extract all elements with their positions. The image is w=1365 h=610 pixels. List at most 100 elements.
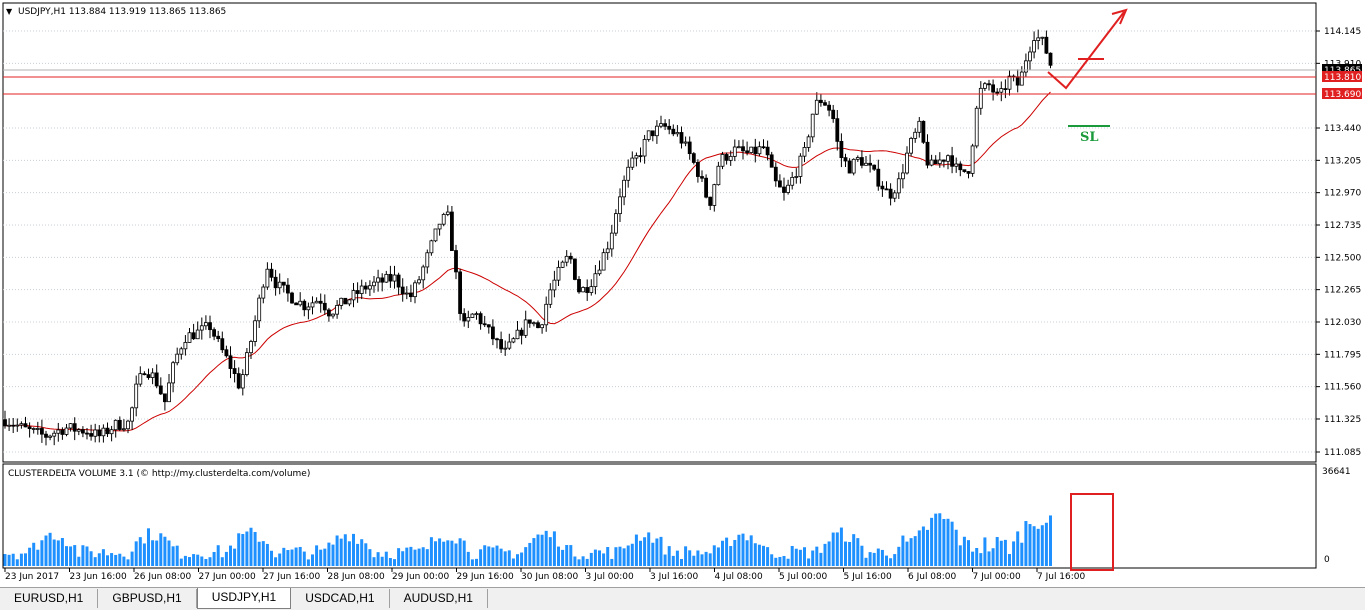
volume-bar bbox=[388, 557, 392, 566]
candle bbox=[1007, 70, 1012, 96]
volume-bar bbox=[991, 548, 995, 566]
volume-bar bbox=[987, 551, 991, 566]
volume-bar bbox=[429, 537, 433, 566]
volume-bar bbox=[708, 553, 712, 566]
volume-bar bbox=[766, 547, 770, 566]
candle bbox=[638, 147, 643, 163]
candle bbox=[244, 348, 249, 377]
volume-bar bbox=[745, 540, 749, 566]
candle bbox=[601, 248, 606, 271]
candle bbox=[683, 136, 688, 147]
tab-usdjpy[interactable]: USDJPY,H1 bbox=[196, 588, 292, 609]
candle bbox=[773, 162, 778, 187]
volume-bar bbox=[224, 551, 228, 566]
candle bbox=[983, 81, 987, 92]
candle bbox=[126, 419, 130, 434]
volume-bar bbox=[1020, 542, 1024, 566]
candle bbox=[220, 331, 225, 353]
tab-usdcad[interactable]: USDCAD,H1 bbox=[291, 589, 390, 608]
candle bbox=[724, 152, 729, 165]
volume-bar bbox=[967, 540, 970, 566]
candle bbox=[240, 369, 245, 396]
volume-bar bbox=[65, 546, 68, 566]
volume-bar bbox=[323, 548, 327, 566]
moving-average-line bbox=[4, 91, 1051, 432]
candle bbox=[273, 269, 278, 296]
candle bbox=[122, 419, 126, 432]
candle bbox=[769, 151, 774, 168]
candle bbox=[142, 371, 147, 376]
volume-bar bbox=[844, 541, 847, 566]
candle bbox=[901, 164, 905, 189]
tab-gbpusd[interactable]: GBPUSD,H1 bbox=[98, 589, 197, 608]
volume-bar bbox=[339, 538, 343, 566]
candle bbox=[946, 154, 950, 170]
candle bbox=[261, 284, 266, 304]
tab-eurusd[interactable]: EURUSD,H1 bbox=[0, 589, 99, 608]
stop-loss-marker[interactable]: SL bbox=[1068, 125, 1110, 145]
candle bbox=[761, 139, 766, 149]
candle bbox=[400, 278, 405, 302]
volume-bar bbox=[561, 549, 565, 566]
volume-bar bbox=[852, 534, 856, 566]
volume-bar bbox=[581, 556, 585, 566]
candle bbox=[113, 419, 118, 438]
volume-bar bbox=[286, 550, 290, 566]
candle bbox=[372, 276, 376, 293]
candle bbox=[490, 319, 495, 346]
candle bbox=[1040, 36, 1045, 46]
candle bbox=[884, 181, 889, 191]
candle bbox=[425, 249, 430, 274]
volume-bar bbox=[655, 538, 659, 566]
volume-bar bbox=[261, 541, 265, 566]
candle bbox=[27, 422, 32, 438]
volume-bar bbox=[265, 543, 269, 566]
candle bbox=[950, 146, 954, 174]
volume-bar bbox=[938, 513, 942, 566]
tab-audusd[interactable]: AUDUSD,H1 bbox=[390, 589, 488, 608]
candle bbox=[322, 294, 327, 315]
price-tick-label: 111.795 bbox=[1324, 350, 1361, 360]
candle bbox=[199, 317, 204, 340]
candle bbox=[314, 297, 319, 304]
projection-arrow[interactable] bbox=[1047, 8, 1128, 90]
volume-bar bbox=[872, 552, 876, 566]
candle bbox=[864, 156, 868, 166]
candle bbox=[790, 171, 795, 190]
volume-highlight-box[interactable] bbox=[1070, 493, 1114, 571]
volume-bar bbox=[118, 553, 122, 566]
candle bbox=[925, 134, 930, 169]
candle bbox=[335, 300, 340, 319]
candle bbox=[798, 153, 803, 184]
volume-bar bbox=[684, 546, 688, 566]
candle bbox=[896, 172, 901, 199]
candle bbox=[253, 315, 258, 347]
candle bbox=[921, 120, 926, 144]
candle bbox=[823, 99, 827, 106]
candle bbox=[765, 140, 770, 161]
volume-bar bbox=[864, 557, 868, 566]
volume-bar bbox=[552, 531, 556, 566]
volume-bar bbox=[639, 540, 642, 566]
volume-bar bbox=[442, 541, 446, 566]
candle bbox=[552, 270, 557, 298]
volume-bar bbox=[811, 550, 815, 566]
candle bbox=[614, 209, 618, 236]
dropdown-triangle-icon[interactable]: ▼ bbox=[6, 7, 13, 16]
volume-bar bbox=[479, 549, 483, 566]
candle bbox=[568, 252, 573, 264]
volume-bar bbox=[827, 541, 831, 566]
main-chart-area[interactable] bbox=[2, 2, 1317, 463]
candle bbox=[384, 270, 389, 283]
candle bbox=[991, 79, 995, 101]
candle bbox=[228, 346, 233, 379]
candle bbox=[376, 269, 381, 292]
volume-bar bbox=[835, 532, 839, 566]
volume-bar bbox=[487, 546, 491, 566]
volume-bar bbox=[495, 545, 499, 566]
volume-bar bbox=[860, 545, 864, 566]
candle bbox=[544, 296, 549, 332]
volume-bar bbox=[97, 553, 101, 566]
candle bbox=[794, 168, 799, 184]
